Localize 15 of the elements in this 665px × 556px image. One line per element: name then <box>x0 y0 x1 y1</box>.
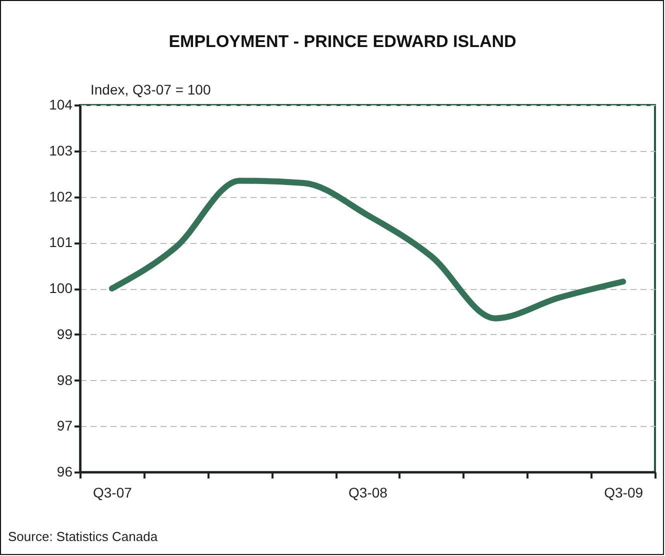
x-tick-label: Q3-08 <box>348 484 388 500</box>
chart-title: EMPLOYMENT - PRINCE EDWARD ISLAND <box>168 32 516 51</box>
y-tick-label: 96 <box>56 464 73 480</box>
y-axis-title: Index, Q3-07 = 100 <box>90 82 211 98</box>
y-tick-label: 100 <box>49 280 73 296</box>
y-tick-label: 101 <box>49 234 73 250</box>
x-tick-label: Q3-07 <box>92 484 132 500</box>
source-note: Source: Statistics Canada <box>8 529 158 544</box>
y-tick-label: 102 <box>49 188 73 204</box>
y-tick-label: 98 <box>56 372 73 388</box>
y-tick-label: 99 <box>56 326 73 342</box>
y-tick-label: 103 <box>49 142 73 158</box>
x-tick-label: Q3-09 <box>604 484 644 500</box>
y-tick-label: 97 <box>56 418 73 434</box>
y-tick-label: 104 <box>49 96 73 112</box>
